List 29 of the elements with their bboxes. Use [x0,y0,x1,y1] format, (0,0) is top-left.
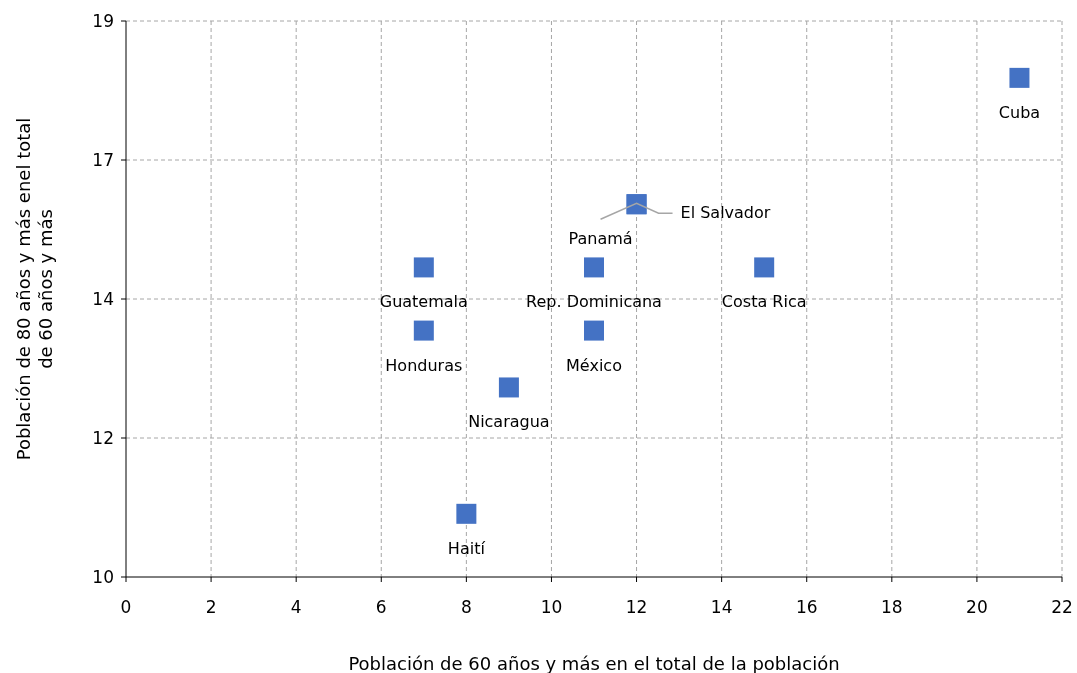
x-tick-label: 16 [795,597,818,617]
annotation: México [566,355,622,375]
annotation: Panamá [568,229,633,249]
x-tick-label: 0 [120,597,132,617]
x-axis-title: Población de 60 años y más en el total de la población [348,653,840,673]
x-tick-label: 18 [881,597,903,617]
y-tick-label: 19 [92,11,114,31]
x-tick-label: 2 [205,597,217,617]
annotation: Nicaragua [468,412,550,432]
annotation: Guatemala [379,292,468,312]
annotation: Haití [447,538,486,558]
x-tick-label: 10 [540,597,563,617]
x-tick-label: 22 [1051,597,1073,617]
y-axis-title: Población de 80 años y más enel total de 60 años y más [13,117,56,461]
x-tick-label: 8 [460,597,472,617]
y-tick-label: 12 [92,428,114,448]
x-tick-label: 20 [966,597,988,617]
y-tick-label: 17 [92,150,114,170]
annotation: El Salvador [680,203,771,223]
x-tick-label: 12 [625,597,648,617]
annotation: Costa Rica [721,292,807,312]
annotation: Rep. Dominicana [526,292,662,312]
x-tick-label: 6 [375,597,387,617]
y-tick-label: 14 [92,289,114,309]
x-tick-label: 14 [710,597,733,617]
y-tick-label: 10 [92,567,114,587]
annotation: Honduras [385,355,463,375]
annotation: Cuba [998,102,1041,122]
x-tick-label: 4 [290,597,302,617]
